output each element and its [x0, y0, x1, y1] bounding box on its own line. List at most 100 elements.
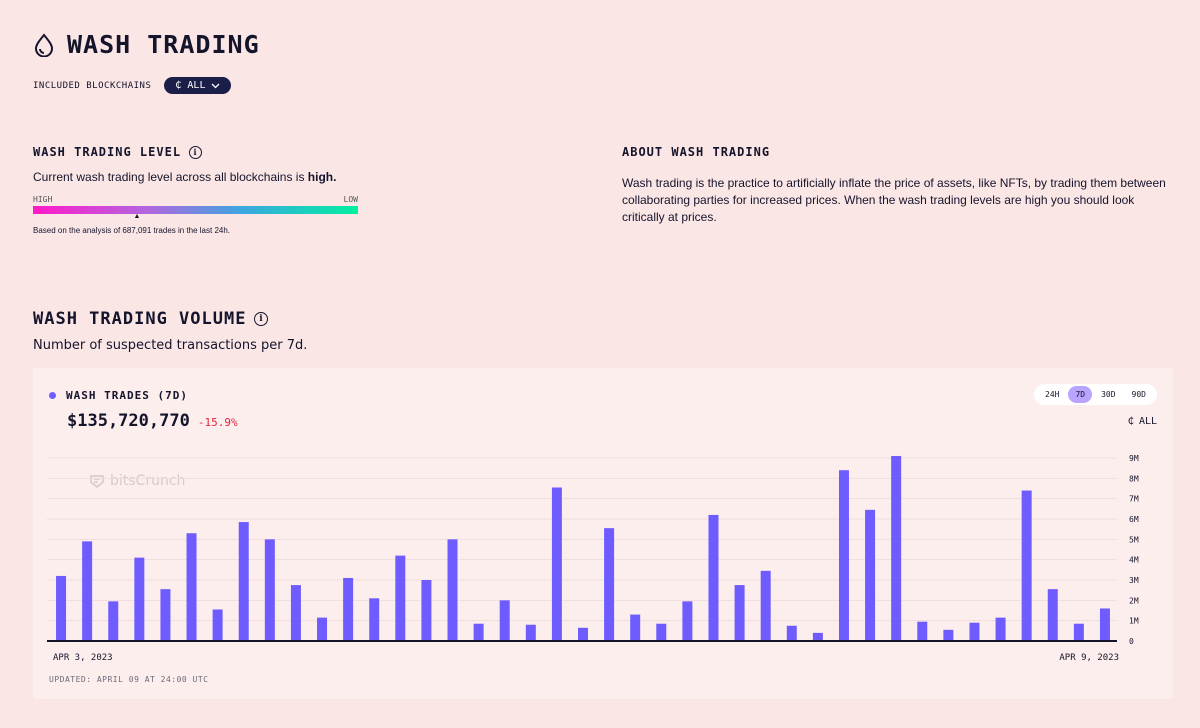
level-description: Current wash trading level across all bl… [33, 170, 358, 184]
volume-bar[interactable] [421, 580, 432, 641]
volume-chart-card: WASH TRADES (7D) $135,720,770 -15.9% 24H… [33, 368, 1173, 699]
gauge-pointer-icon: ▲ [133, 213, 141, 220]
chart-legend: WASH TRADES (7D) [49, 389, 188, 402]
drop-icon [34, 32, 54, 57]
volume-bar[interactable] [1047, 589, 1058, 641]
level-description-prefix: Current wash trading level across all bl… [33, 170, 308, 184]
volume-bar[interactable] [1021, 490, 1032, 641]
volume-bar[interactable] [108, 601, 119, 641]
volume-bar[interactable] [682, 601, 693, 641]
volume-bar[interactable] [943, 629, 954, 641]
level-gauge-bar [33, 206, 358, 214]
volume-bar[interactable] [891, 455, 902, 641]
currency-icon: ₵ [175, 80, 182, 91]
volume-bar[interactable] [369, 598, 380, 641]
volume-bar-chart: 0 1M 2M 3M 4M 5M 6M 7M 8M 9M APR 3, 2023 APR 9, 202… [47, 454, 1139, 663]
level-heading: WASH TRADING LEVEL i [33, 145, 358, 159]
volume-bar[interactable] [630, 614, 641, 641]
about-heading: ABOUT WASH TRADING [622, 145, 771, 159]
bitscrunch-logo-icon [90, 475, 104, 489]
volume-bar[interactable] [317, 617, 328, 641]
y-tick-label: 3M [1129, 576, 1139, 585]
volume-bar[interactable] [760, 570, 771, 641]
volume-bar[interactable] [499, 600, 510, 641]
volume-bar[interactable] [865, 509, 876, 641]
x-start-label: APR 3, 2023 [53, 653, 113, 663]
currency-icon: ₵ [1127, 416, 1134, 427]
volume-bar[interactable] [734, 585, 745, 641]
volume-bar[interactable] [395, 555, 406, 641]
y-tick-label: 1M [1129, 617, 1139, 626]
updated-timestamp: UPDATED: APRIL 09 AT 24:00 UTC [49, 675, 209, 684]
total-value: $135,720,770 [67, 411, 190, 431]
volume-bar[interactable] [160, 589, 171, 641]
chart-chain-filter-value: ALL [1138, 416, 1157, 427]
volume-bar[interactable] [343, 577, 354, 641]
volume-bar[interactable] [212, 609, 223, 641]
y-tick-label: 5M [1129, 535, 1139, 544]
range-7d-button[interactable]: 7D [1068, 386, 1093, 403]
gauge-marker-track: ▲ [33, 213, 358, 222]
about-text: Wash trading is the practice to artifici… [622, 176, 1166, 224]
gauge-labels: HIGH LOW [33, 195, 358, 204]
volume-bar[interactable] [186, 533, 197, 641]
y-tick-label: 4M [1129, 556, 1139, 565]
range-24h-button[interactable]: 24H [1045, 390, 1060, 399]
gauge-low-label: LOW [343, 195, 358, 204]
y-tick-label: 0 [1129, 637, 1134, 646]
legend-dot-icon [49, 392, 56, 399]
volume-bar[interactable] [525, 624, 536, 641]
range-90d-button[interactable]: 90D [1131, 390, 1146, 399]
info-icon[interactable]: i [189, 145, 203, 159]
volume-bar[interactable] [551, 487, 562, 641]
volume-bar[interactable] [134, 557, 145, 641]
x-end-label: APR 9, 2023 [1059, 653, 1119, 663]
chevron-down-icon [212, 83, 220, 88]
volume-bar[interactable] [473, 623, 484, 641]
gauge-high-label: HIGH [33, 195, 53, 204]
page-header: WASH TRADING [33, 30, 260, 59]
y-tick-label: 9M [1129, 454, 1139, 463]
page-title: WASH TRADING [67, 30, 260, 59]
blockchain-dropdown[interactable]: ₵ ALL [164, 77, 232, 94]
volume-heading: WASH TRADING VOLUME i [33, 309, 307, 329]
info-icon[interactable]: i [254, 312, 269, 326]
volume-bar[interactable] [238, 522, 249, 641]
volume-bar[interactable] [604, 528, 615, 641]
level-value: high. [307, 170, 337, 184]
volume-bar[interactable] [290, 585, 301, 641]
volume-bar[interactable] [1099, 608, 1110, 641]
about-section: ABOUT WASH TRADING Wash trading is the p… [622, 145, 1172, 226]
volume-bar[interactable] [969, 622, 980, 641]
volume-bar[interactable] [995, 617, 1006, 641]
chart-chain-filter[interactable]: ₵ ALL [1128, 416, 1157, 427]
range-30d-button[interactable]: 30D [1101, 390, 1116, 399]
included-blockchains-label: INCLUDED BLOCKCHAINS [33, 80, 152, 91]
y-tick-label: 2M [1129, 596, 1139, 605]
volume-header: WASH TRADING VOLUME i Number of suspecte… [33, 309, 307, 353]
volume-bar[interactable] [708, 514, 719, 641]
volume-bar[interactable] [264, 539, 275, 641]
volume-subtitle: Number of suspected transactions per 7d. [33, 338, 308, 353]
watermark-text: bitsCrunch [110, 473, 186, 489]
volume-bar[interactable] [1073, 623, 1084, 641]
chart-total: $135,720,770 -15.9% [67, 411, 238, 431]
volume-bar[interactable] [917, 621, 928, 641]
volume-bar[interactable] [812, 632, 823, 641]
volume-heading-text: WASH TRADING VOLUME [33, 309, 247, 329]
volume-bar[interactable] [578, 627, 588, 641]
y-tick-label: 7M [1129, 495, 1139, 504]
volume-bar[interactable] [786, 625, 797, 641]
blockchain-selector-row: INCLUDED BLOCKCHAINS ₵ ALL [33, 77, 232, 94]
volume-bar[interactable] [82, 541, 93, 641]
volume-bar[interactable] [838, 470, 849, 641]
wash-trading-level-section: WASH TRADING LEVEL i Current wash tradin… [33, 145, 358, 235]
volume-bar[interactable] [56, 575, 67, 641]
volume-bar[interactable] [447, 539, 458, 641]
y-tick-label: 6M [1129, 515, 1139, 524]
volume-bar[interactable] [656, 623, 667, 641]
legend-label: WASH TRADES (7D) [66, 389, 188, 402]
level-heading-text: WASH TRADING LEVEL [33, 145, 182, 159]
y-tick-label: 8M [1129, 474, 1139, 483]
level-note: Based on the analysis of 687,091 trades … [33, 226, 231, 235]
